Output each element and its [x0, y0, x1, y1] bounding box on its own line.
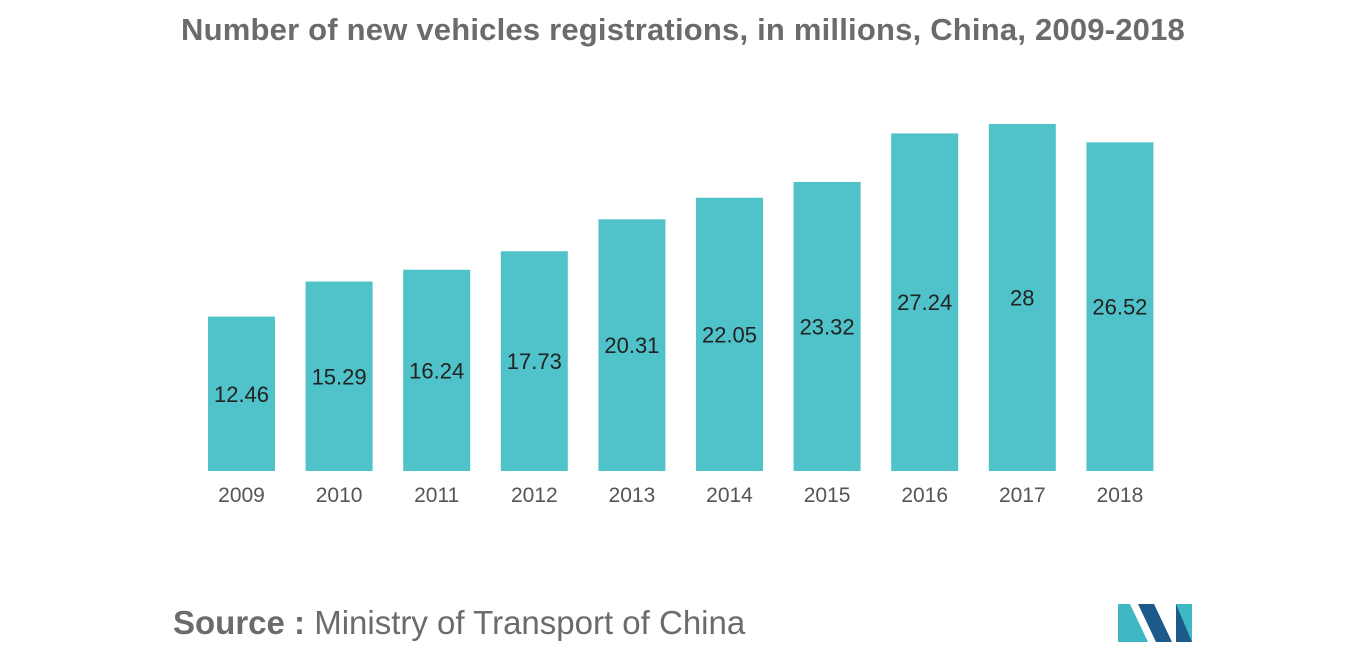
bar-2014 — [696, 197, 763, 472]
x-tick-label-2011: 2011 — [414, 484, 459, 507]
source-text: Ministry of Transport of China — [314, 604, 746, 641]
data-label-2012: 17.73 — [507, 349, 562, 374]
x-tick-label-2013: 2013 — [609, 484, 656, 507]
bar-2011 — [403, 269, 471, 471]
source-label: Source : — [173, 604, 306, 641]
x-tick-label-2014: 2014 — [706, 484, 753, 507]
data-label-2013: 20.31 — [604, 333, 659, 358]
bar-chart: 12.46 2009 15.29 2010 16.24 2011 17.73 2012 20.3… — [208, 124, 1154, 507]
logo-left-shape — [1118, 604, 1148, 642]
x-tick-label-2015: 2015 — [804, 484, 851, 507]
x-tick-label-2009: 2009 — [218, 484, 265, 507]
bar-2012 — [500, 251, 568, 471]
x-tick-label-2016: 2016 — [901, 484, 948, 507]
data-label-2014: 22.05 — [702, 322, 757, 347]
x-tick-label-2012: 2012 — [511, 484, 558, 507]
data-label-2018: 26.52 — [1092, 295, 1147, 320]
data-label-2015: 23.32 — [800, 314, 855, 339]
chart-title: Number of new vehicles registrations, in… — [181, 12, 1185, 47]
mordor-intelligence-logo-icon — [1118, 604, 1192, 642]
logo-right-accent — [1176, 604, 1192, 642]
x-tick-label-2018: 2018 — [1097, 484, 1144, 507]
source-note: Source : Ministry of Transport of China — [173, 604, 745, 642]
data-label-2010: 15.29 — [312, 364, 367, 389]
bar-2018 — [1086, 142, 1154, 471]
data-label-2009: 12.46 — [214, 382, 269, 407]
x-tick-label-2017: 2017 — [999, 484, 1046, 507]
x-tick-label-2010: 2010 — [316, 484, 363, 507]
bar-2009 — [208, 316, 275, 471]
data-label-2016: 27.24 — [897, 290, 952, 315]
bar-2016 — [891, 133, 959, 471]
bar-2013 — [598, 219, 666, 471]
bar-2010 — [305, 281, 373, 471]
bar-2017 — [988, 124, 1056, 471]
data-label-2017: 28 — [1010, 286, 1034, 311]
bar-2015 — [793, 181, 861, 471]
logo-mid-shape — [1138, 604, 1172, 642]
data-label-2011: 16.24 — [409, 358, 464, 383]
